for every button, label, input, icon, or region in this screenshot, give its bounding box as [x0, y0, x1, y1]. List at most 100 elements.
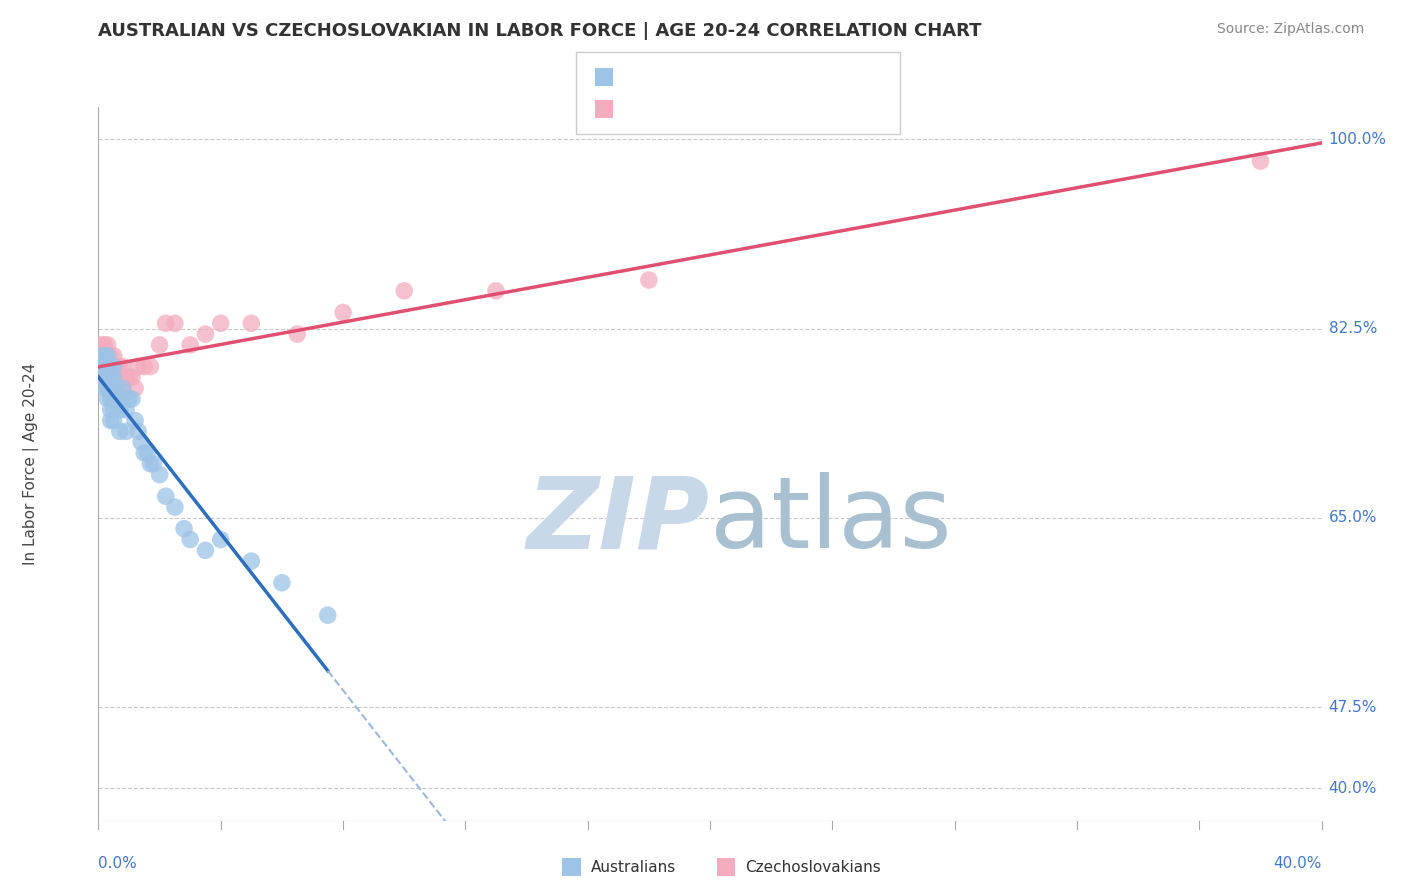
- Point: [392, 284, 416, 298]
- Text: 65.0%: 65.0%: [1329, 510, 1376, 525]
- Point: [118, 392, 141, 406]
- Point: [121, 392, 143, 406]
- Point: [97, 359, 120, 374]
- Text: 47.5%: 47.5%: [1329, 699, 1376, 714]
- Text: AUSTRALIAN VS CZECHOSLOVAKIAN IN LABOR FORCE | AGE 20-24 CORRELATION CHART: AUSTRALIAN VS CZECHOSLOVAKIAN IN LABOR F…: [98, 22, 981, 40]
- Point: [108, 370, 131, 384]
- Point: [111, 381, 134, 395]
- Point: [194, 543, 217, 558]
- Point: [90, 338, 112, 352]
- Point: [127, 425, 149, 439]
- Point: [121, 370, 143, 384]
- Point: [108, 359, 131, 374]
- Text: R = 0.297: R = 0.297: [620, 68, 703, 86]
- Point: [1249, 154, 1271, 169]
- Text: 82.5%: 82.5%: [1329, 321, 1376, 336]
- Point: [100, 359, 122, 374]
- Point: [100, 359, 122, 374]
- Point: [270, 575, 292, 590]
- Point: [142, 457, 165, 471]
- Point: [103, 359, 125, 374]
- Point: [103, 392, 125, 406]
- Point: [124, 381, 146, 395]
- Point: [100, 381, 122, 395]
- Point: [179, 533, 201, 547]
- Point: [105, 359, 128, 374]
- Point: [285, 327, 308, 342]
- Point: [111, 381, 134, 395]
- Point: [100, 392, 122, 406]
- Point: [108, 425, 131, 439]
- Point: [90, 349, 112, 363]
- Point: [115, 370, 138, 384]
- Point: [316, 608, 339, 623]
- Point: [93, 349, 115, 363]
- Point: [134, 359, 156, 374]
- Point: [111, 359, 134, 374]
- Point: [105, 392, 128, 406]
- Point: [115, 402, 138, 417]
- Point: [90, 359, 112, 374]
- Text: In Labor Force | Age 20-24: In Labor Force | Age 20-24: [22, 363, 39, 565]
- Point: [100, 402, 122, 417]
- Point: [103, 349, 125, 363]
- Point: [139, 359, 162, 374]
- Point: [179, 338, 201, 352]
- Point: [100, 349, 122, 363]
- Point: [90, 349, 112, 363]
- Point: [111, 392, 134, 406]
- Point: [93, 349, 115, 363]
- Point: [97, 370, 120, 384]
- Point: [103, 370, 125, 384]
- Text: Czechoslovakians: Czechoslovakians: [745, 860, 882, 874]
- Point: [115, 425, 138, 439]
- Point: [134, 446, 156, 460]
- Text: ZIP: ZIP: [527, 473, 710, 569]
- Point: [93, 338, 115, 352]
- Point: [485, 284, 508, 298]
- Text: Australians: Australians: [591, 860, 676, 874]
- Point: [90, 359, 112, 374]
- Point: [155, 489, 177, 503]
- Point: [332, 305, 354, 319]
- Point: [209, 533, 232, 547]
- Point: [97, 381, 120, 395]
- Point: [103, 359, 125, 374]
- Point: [97, 381, 120, 395]
- Point: [155, 316, 177, 330]
- Point: [163, 500, 186, 514]
- Point: [97, 338, 120, 352]
- Point: [97, 349, 120, 363]
- Point: [105, 381, 128, 395]
- Text: Source: ZipAtlas.com: Source: ZipAtlas.com: [1216, 22, 1364, 37]
- Point: [100, 370, 122, 384]
- Point: [149, 467, 172, 482]
- Text: 0.0%: 0.0%: [98, 856, 138, 871]
- Point: [240, 316, 263, 330]
- Point: [127, 359, 149, 374]
- Text: N = 52: N = 52: [742, 68, 804, 86]
- Point: [149, 338, 172, 352]
- Point: [103, 381, 125, 395]
- Text: 40.0%: 40.0%: [1329, 780, 1376, 796]
- Point: [93, 370, 115, 384]
- Point: [118, 370, 141, 384]
- Point: [129, 435, 152, 450]
- Point: [97, 392, 120, 406]
- Point: [97, 349, 120, 363]
- Point: [93, 359, 115, 374]
- Point: [240, 554, 263, 568]
- Point: [93, 359, 115, 374]
- Text: N = 44: N = 44: [742, 100, 804, 118]
- Point: [97, 370, 120, 384]
- Point: [124, 414, 146, 428]
- Point: [173, 522, 195, 536]
- Point: [93, 370, 115, 384]
- Point: [209, 316, 232, 330]
- Text: 100.0%: 100.0%: [1329, 132, 1386, 147]
- Point: [100, 381, 122, 395]
- Text: R = 0.580: R = 0.580: [620, 100, 703, 118]
- Point: [100, 370, 122, 384]
- Point: [136, 446, 159, 460]
- Point: [194, 327, 217, 342]
